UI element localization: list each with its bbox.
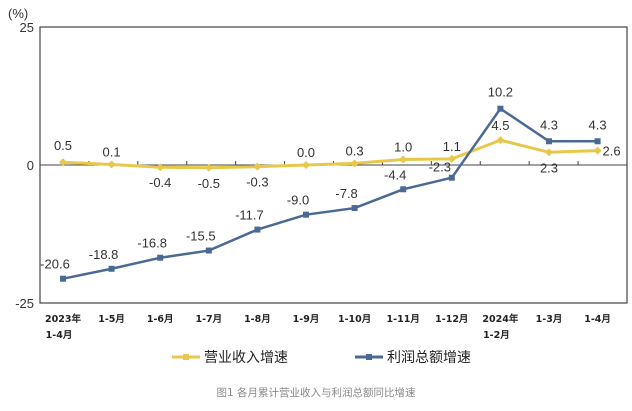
x-tick-label: 2023年 <box>45 313 81 325</box>
data-label: -15.5 <box>186 229 216 244</box>
data-point <box>108 265 115 272</box>
data-label: 10.2 <box>488 85 513 100</box>
x-tick-label: 1-5月 <box>98 314 125 325</box>
legend-label: 营业收入增速 <box>204 350 288 366</box>
legend-label: 利润总额增速 <box>387 350 471 366</box>
y-tick-label: 0 <box>27 158 34 173</box>
data-point <box>351 205 358 212</box>
data-label: 0.3 <box>346 143 364 158</box>
data-label: -18.8 <box>89 247 119 262</box>
data-label: -0.3 <box>246 175 268 190</box>
data-point <box>350 159 359 168</box>
data-label: -11.7 <box>235 208 264 223</box>
data-label: 4.3 <box>540 117 558 132</box>
data-label: 4.5 <box>491 118 509 133</box>
data-point <box>107 160 116 169</box>
data-label: 0.1 <box>103 144 121 159</box>
data-point <box>253 162 262 171</box>
figure-caption: 图1 各月累计营业收入与利润总额同比增速 <box>216 386 416 399</box>
x-tick-label: 1-2月 <box>483 330 510 341</box>
data-point <box>400 186 407 193</box>
data-label: 2.3 <box>540 160 558 175</box>
data-label: -2.3 <box>429 160 451 175</box>
data-point <box>594 138 601 145</box>
data-point <box>593 146 602 155</box>
data-label: -7.8 <box>335 186 357 201</box>
data-point <box>546 138 552 145</box>
data-point <box>448 174 455 181</box>
y-unit: (%) <box>8 6 28 21</box>
x-tick-label: 2024年 <box>482 313 518 325</box>
data-point <box>447 154 456 163</box>
data-point <box>204 163 213 172</box>
x-tick-label: 1-12月 <box>435 314 468 325</box>
y-tick-label: -25 <box>15 296 34 311</box>
data-point <box>303 211 309 218</box>
data-point <box>545 148 553 157</box>
data-point <box>302 161 310 169</box>
data-label: 1.1 <box>443 139 461 154</box>
data-label: 0.0 <box>297 145 315 160</box>
data-point <box>157 254 164 261</box>
data-label: 2.6 <box>603 144 621 159</box>
data-point <box>59 158 67 167</box>
x-tick-label: 1-9月 <box>293 314 320 325</box>
x-tick-label: 1-4月 <box>46 330 73 341</box>
legend-marker <box>366 354 372 360</box>
x-tick-label: 1-7月 <box>195 314 222 325</box>
data-label: -0.5 <box>198 176 220 191</box>
data-label: -16.8 <box>137 236 167 251</box>
data-label: -4.4 <box>384 167 406 182</box>
data-label: 0.5 <box>54 138 72 153</box>
data-point <box>497 105 504 112</box>
series-line-1 <box>62 106 598 280</box>
x-tick-label: 1-4月 <box>584 314 611 325</box>
data-point <box>254 226 261 233</box>
x-tick-label: 1-11月 <box>387 314 420 325</box>
data-label: 1.0 <box>394 139 412 154</box>
data-label: -0.4 <box>149 175 171 190</box>
x-tick-label: 1-10月 <box>338 314 371 325</box>
data-label: -20.6 <box>40 257 70 272</box>
x-tick-label: 1-6月 <box>147 314 174 325</box>
y-tick-label: 25 <box>20 20 34 35</box>
series-line-0 <box>62 138 598 170</box>
data-label: -9.0 <box>287 193 309 208</box>
data-point <box>156 163 165 172</box>
data-point <box>399 155 408 164</box>
data-point <box>60 275 66 282</box>
x-tick-label: 1-3月 <box>536 314 563 325</box>
data-point <box>205 247 212 254</box>
data-label: 4.3 <box>589 117 607 132</box>
data-point <box>496 136 505 145</box>
x-tick-label: 1-8月 <box>244 314 271 325</box>
legend-marker <box>183 354 189 360</box>
